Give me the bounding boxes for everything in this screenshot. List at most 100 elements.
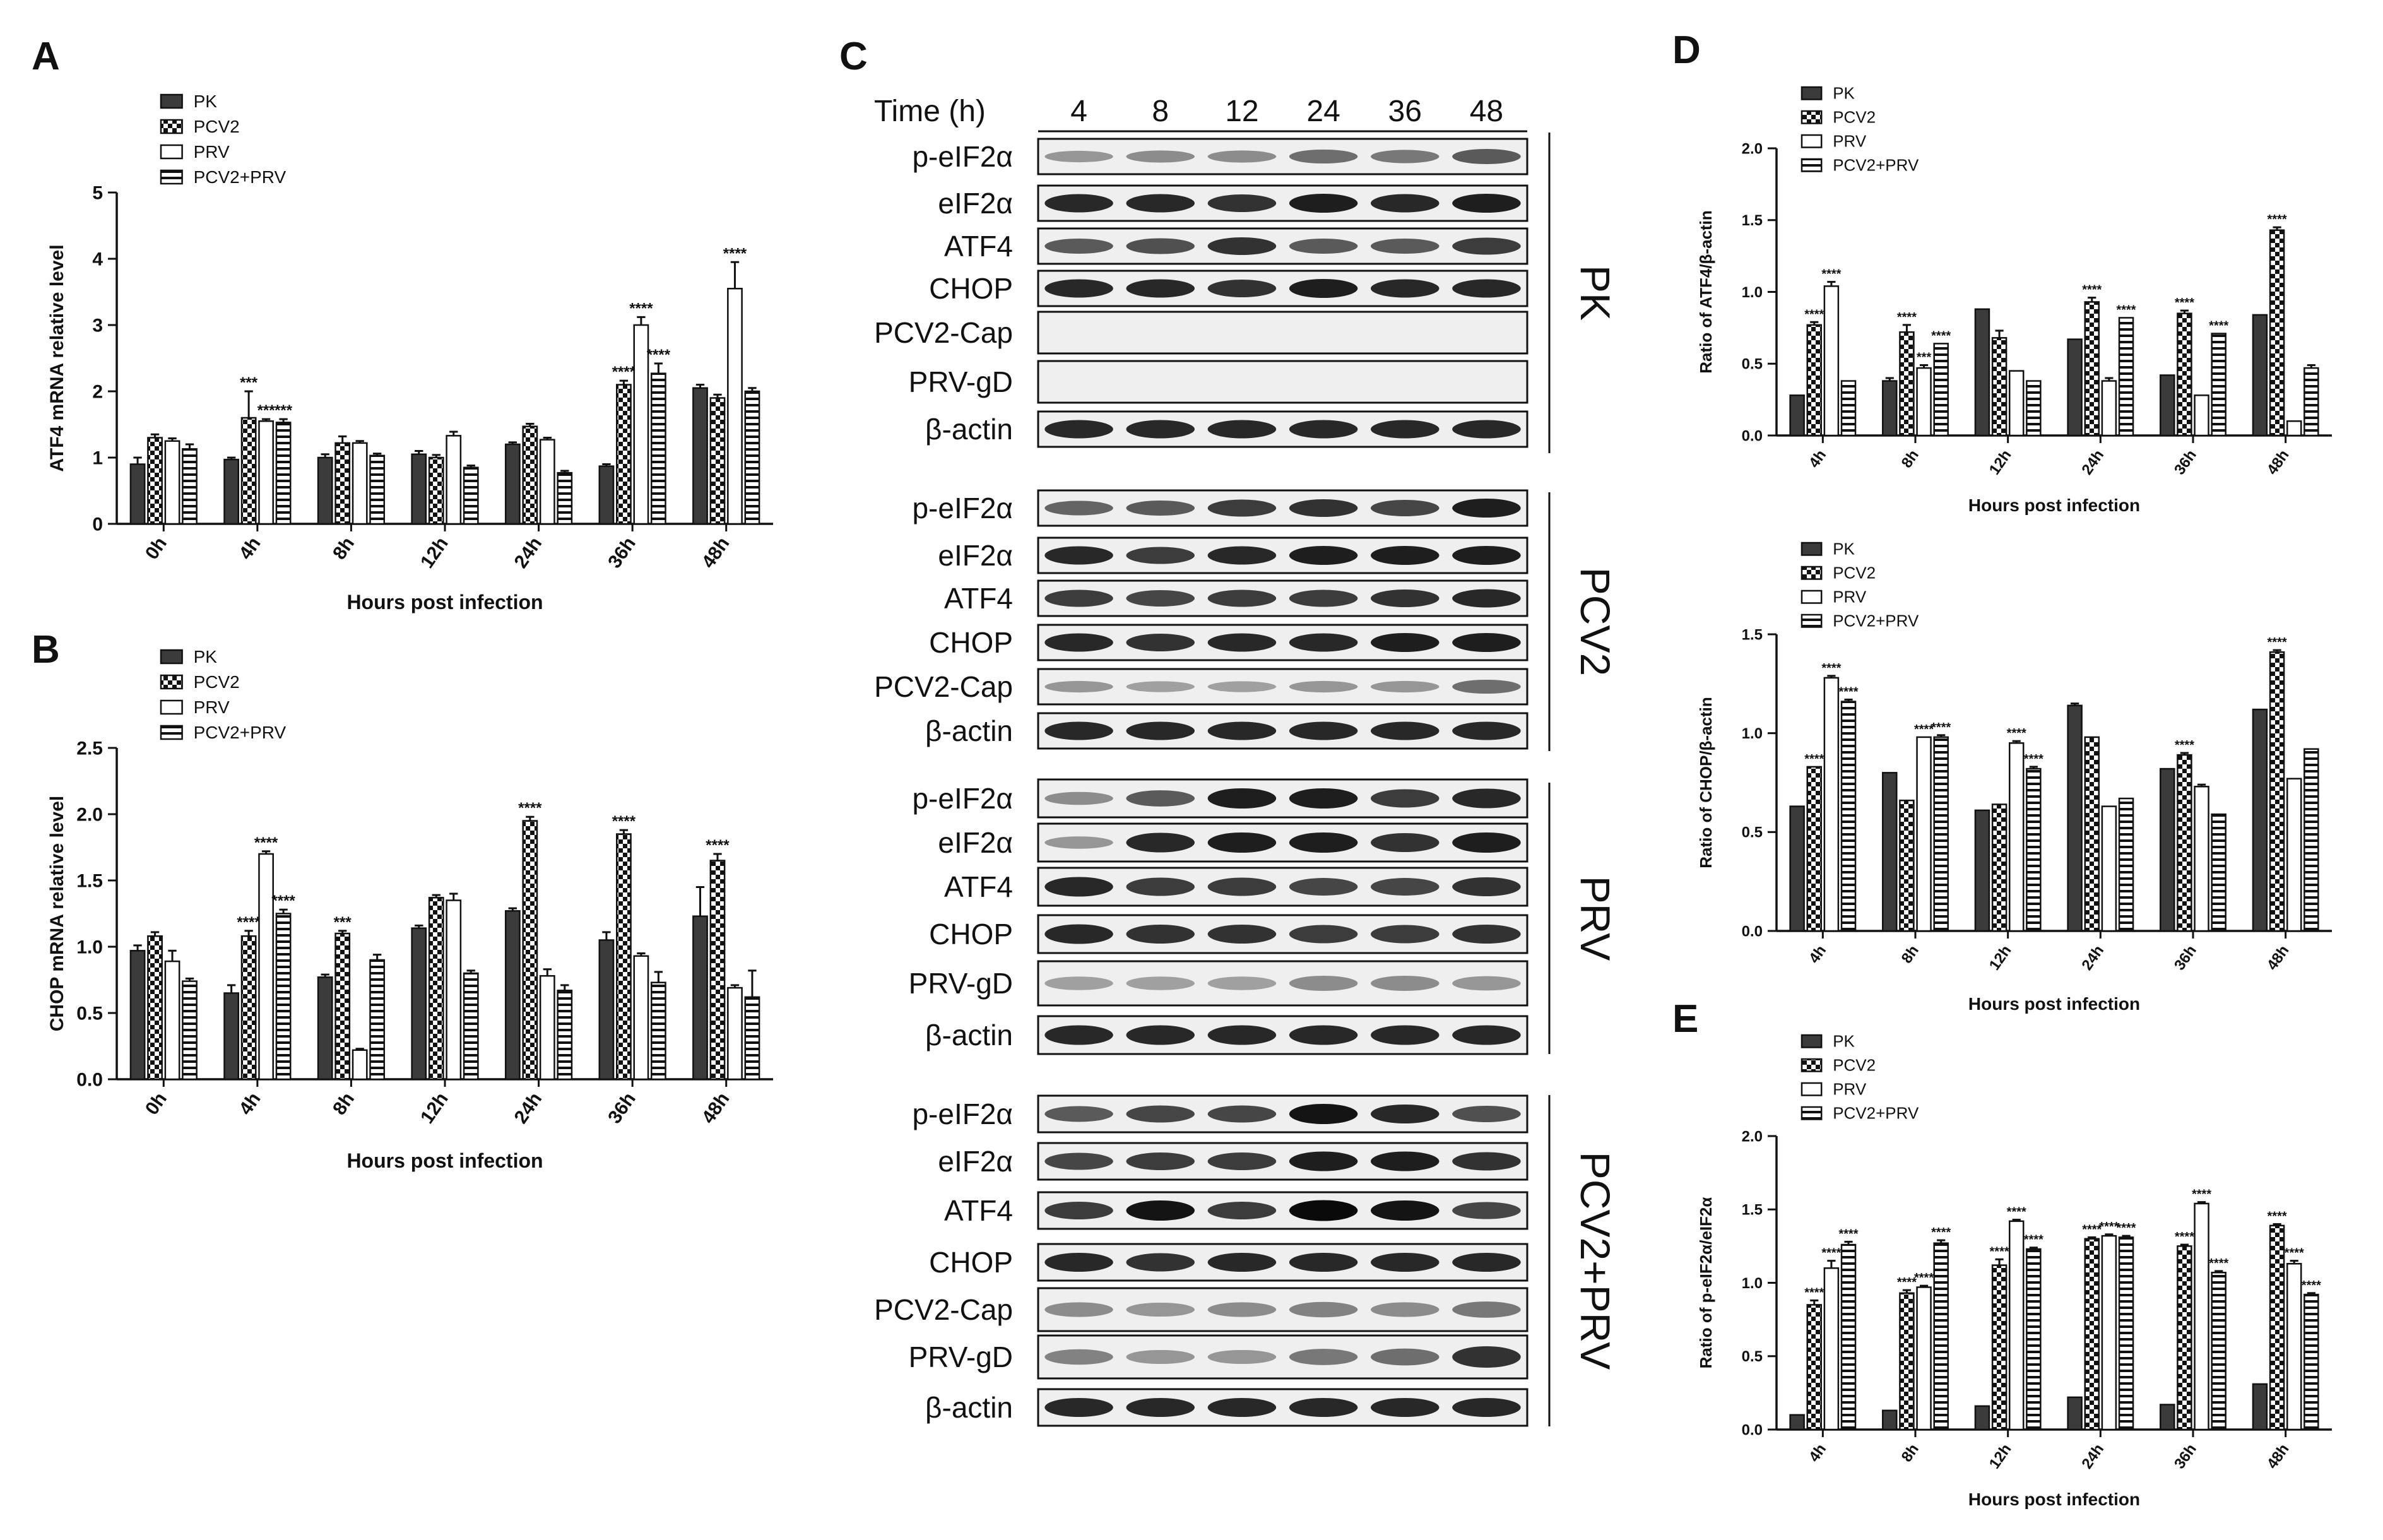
x-tick-label: 24h <box>511 533 547 572</box>
blot-band <box>1044 836 1113 849</box>
band-label: CHOP <box>929 918 1013 951</box>
legend-swatch <box>1801 110 1823 124</box>
blot-strip <box>1037 1287 1529 1332</box>
blot-strip <box>1037 1094 1529 1134</box>
bar <box>240 935 257 1081</box>
bar <box>428 456 444 525</box>
bar <box>1882 772 1898 932</box>
blot-band <box>1126 194 1195 213</box>
x-axis-label: Hours post infection <box>346 1149 543 1172</box>
blot-strip <box>1037 1015 1529 1055</box>
significance-label: *** <box>257 402 276 419</box>
band-label: PCV2-Cap <box>874 1293 1013 1326</box>
bar <box>2067 338 2083 437</box>
y-tick-label: 0 <box>92 514 103 535</box>
significance-label: **** <box>1821 268 1841 281</box>
legend-label: PCV2 <box>1833 564 1876 583</box>
blot-band <box>1207 925 1277 944</box>
x-axis-label: Hours post infection <box>346 591 543 613</box>
significance-label: **** <box>1804 307 1824 321</box>
legend-swatch <box>160 725 183 740</box>
blot-band <box>1452 1106 1521 1122</box>
x-tick-label: 48h <box>2264 1441 2293 1472</box>
bar <box>1991 337 2008 437</box>
significance-label: **** <box>2302 1279 2321 1293</box>
blot-band <box>1289 1252 1358 1272</box>
blot-band <box>1289 589 1358 607</box>
band-label: PRV-gD <box>909 1341 1013 1373</box>
blot-band <box>1044 1252 1113 1272</box>
blot-band <box>1207 1349 1277 1365</box>
significance-label: **** <box>254 834 278 851</box>
bar <box>2269 1224 2285 1431</box>
bar <box>2160 767 2175 932</box>
blot-band <box>1207 194 1277 212</box>
x-tick-label: 48h <box>2264 447 2293 478</box>
bar <box>182 448 198 525</box>
significance-label: **** <box>2175 1230 2194 1244</box>
blot-band <box>1207 1302 1277 1317</box>
bar <box>1840 380 1857 437</box>
blot-band <box>1289 420 1358 439</box>
y-tick-label: 0.0 <box>76 1070 103 1091</box>
y-tick-label: 2.0 <box>1742 140 1763 157</box>
blot-band <box>1044 1106 1113 1122</box>
legend-label: PRV <box>194 697 230 717</box>
x-tick-label: 24h <box>2078 447 2107 478</box>
blot-band <box>1207 237 1277 255</box>
bar <box>2084 1238 2100 1431</box>
blot-band <box>1126 150 1195 163</box>
blot-band <box>1289 976 1358 991</box>
blot-band <box>1207 1202 1277 1219</box>
legend-swatch <box>1801 542 1823 556</box>
x-tick-label: 36h <box>604 1089 640 1127</box>
blot-band <box>1207 420 1277 439</box>
legend-swatch <box>1801 566 1823 580</box>
bar <box>1933 343 1949 437</box>
bar <box>2067 704 2083 932</box>
blot-band <box>1207 1025 1277 1045</box>
time-point-label: 12 <box>1225 95 1258 128</box>
bar <box>2160 374 2175 437</box>
bar <box>1916 736 1932 932</box>
bar <box>463 466 479 525</box>
band-label: β-actin <box>925 1391 1013 1424</box>
significance-label: *** <box>334 914 352 931</box>
blot-strip <box>1037 138 1529 175</box>
band-label: CHOP <box>929 272 1013 305</box>
blot-band <box>1207 976 1277 990</box>
bar <box>1882 380 1898 437</box>
y-tick-label: 1.5 <box>1742 212 1763 229</box>
bar <box>2177 1245 2192 1431</box>
bar <box>1806 766 1823 932</box>
x-tick-label: 0h <box>141 533 171 564</box>
legend-label: PK <box>1833 84 1855 103</box>
band-label: ATF4 <box>944 582 1013 615</box>
panel-label: C <box>839 35 868 78</box>
blot-band <box>1289 1151 1358 1171</box>
significance-label: **** <box>2116 303 2136 317</box>
y-tick-label: 0.5 <box>1742 824 1763 841</box>
bar <box>2008 370 2025 437</box>
blot-band <box>1126 1397 1195 1418</box>
x-tick-label: 24h <box>2078 942 2107 973</box>
y-tick-label: 0.5 <box>1742 356 1763 373</box>
blot-strip <box>1037 360 1529 404</box>
blot-band <box>1044 238 1113 254</box>
y-tick-label: 2.0 <box>1742 1128 1763 1145</box>
significance-label: **** <box>1804 1286 1824 1300</box>
blot-strip <box>1037 1388 1529 1427</box>
blot-band <box>1371 1302 1440 1317</box>
blot-band <box>1289 149 1358 164</box>
y-tick-label: 4 <box>92 249 103 270</box>
band-label: β-actin <box>925 1019 1013 1051</box>
blot-band <box>1126 1200 1195 1221</box>
blot-band <box>1207 788 1277 809</box>
bar <box>352 1049 368 1081</box>
blot-strip <box>1037 778 1529 819</box>
bar <box>2286 778 2302 932</box>
blot-band <box>1126 420 1195 439</box>
x-tick-label: 4h <box>235 1089 264 1119</box>
bar <box>2067 1396 2083 1431</box>
blot-band <box>1452 499 1521 518</box>
